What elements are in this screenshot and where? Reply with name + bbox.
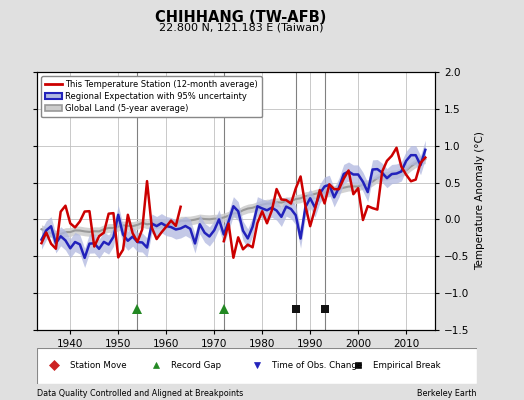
Legend: This Temperature Station (12-month average), Regional Expectation with 95% uncer: This Temperature Station (12-month avera… [41,76,262,117]
Y-axis label: Temperature Anomaly (°C): Temperature Anomaly (°C) [475,132,485,270]
Text: Record Gap: Record Gap [171,361,221,370]
Text: Data Quality Controlled and Aligned at Breakpoints: Data Quality Controlled and Aligned at B… [37,389,243,398]
Text: Time of Obs. Change: Time of Obs. Change [272,361,363,370]
Text: 22.800 N, 121.183 E (Taiwan): 22.800 N, 121.183 E (Taiwan) [159,22,323,32]
Text: CHIHHANG (TW-AFB): CHIHHANG (TW-AFB) [155,10,327,25]
FancyBboxPatch shape [37,348,477,384]
Text: Station Move: Station Move [70,361,126,370]
Text: Berkeley Earth: Berkeley Earth [418,389,477,398]
Text: Empirical Break: Empirical Break [374,361,441,370]
